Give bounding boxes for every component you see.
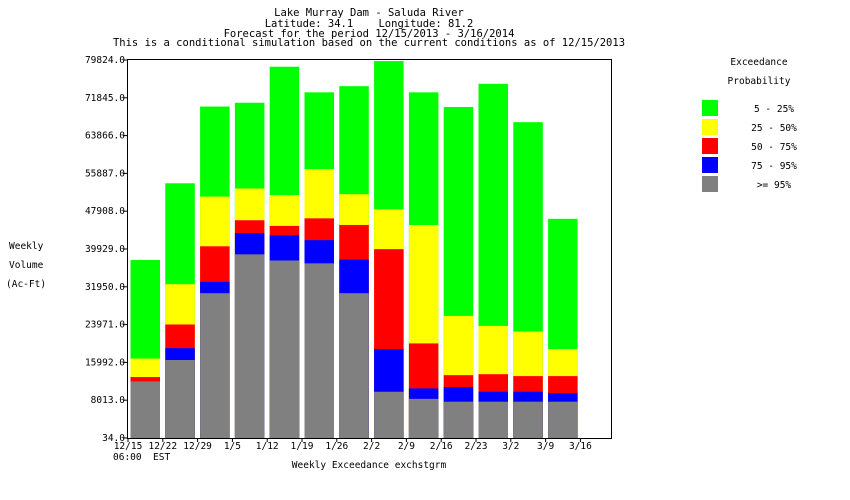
- bar-2-23-gt95: [478, 401, 508, 438]
- x-tick-label: 1/5: [224, 441, 241, 452]
- y-tick-label: 15992.0: [85, 357, 125, 368]
- x-axis-sub-label: 06:00 EST: [113, 452, 170, 463]
- y-tick-label: 8013.0: [91, 395, 126, 406]
- y-axis-label-line-1: Weekly: [9, 241, 44, 252]
- bar-12-22-gt95: [165, 359, 195, 438]
- chart-title-line-4: This is a conditional simulation based o…: [113, 37, 625, 49]
- bar-3-2-gt95: [513, 401, 543, 438]
- x-tick-label: 2/9: [398, 441, 415, 452]
- y-axis-label-line-3: (Ac-Ft): [6, 279, 46, 290]
- x-tick-label: 1/26: [325, 441, 348, 452]
- bar-series: [130, 61, 578, 439]
- y-tick-label: 55887.0: [85, 168, 125, 179]
- y-axis-label: Weekly Volume (Ac-Ft): [6, 241, 46, 290]
- legend-label: 5 - 25%: [754, 104, 794, 115]
- chart-title-line-2: Latitude: 34.1 Longitude: 81.2: [265, 18, 474, 30]
- legend-title-line-1: Exceedance: [730, 57, 787, 68]
- bar-12-29-gt95: [200, 293, 230, 438]
- x-tick-label: 1/12: [256, 441, 279, 452]
- bar-1-5-gt95: [234, 254, 265, 438]
- bar-2-9-gt95: [408, 398, 439, 438]
- y-axis-ticks: 79824.0 71845.0 63866.0 55887.0 47908.0 39929…: [85, 55, 128, 444]
- y-tick-label: 31950.0: [85, 282, 125, 293]
- bar-2-2-gt95: [374, 391, 404, 438]
- bar-1-26-gt95: [339, 293, 369, 438]
- legend-label: 75 - 95%: [751, 161, 797, 172]
- x-tick-label: 1/19: [291, 441, 314, 452]
- legend-swatch: [702, 157, 718, 173]
- y-tick-label: 71845.0: [85, 93, 125, 104]
- x-tick-label: 12/29: [183, 441, 212, 452]
- legend-label: >= 95%: [757, 180, 792, 191]
- x-tick-label: 3/16: [569, 441, 592, 452]
- legend-swatch: [702, 176, 718, 192]
- bar-2-16-gt95: [443, 401, 474, 438]
- y-tick-label: 34.0: [102, 433, 125, 444]
- y-tick-label: 39929.0: [85, 244, 125, 255]
- y-tick-label: 23971.0: [85, 320, 125, 331]
- x-tick-label: 3/9: [537, 441, 554, 452]
- legend-swatch: [702, 138, 718, 154]
- bar-1-12-gt95: [269, 260, 300, 438]
- chart-title-line-3: Forecast for the period 12/15/2013 - 3/1…: [224, 28, 515, 40]
- y-tick-label: 47908.0: [85, 206, 125, 217]
- bar-1-19-gt95: [304, 263, 334, 438]
- x-tick-label: 3/2: [502, 441, 519, 452]
- x-tick-label: 2/16: [430, 441, 453, 452]
- x-tick-label: 12/15: [114, 441, 143, 452]
- y-tick-label: 79824.0: [85, 55, 125, 66]
- y-axis-label-line-2: Volume: [9, 260, 44, 271]
- y-tick-label: 63866.0: [85, 131, 125, 142]
- x-tick-label: 2/2: [363, 441, 380, 452]
- chart-title-line-1: Lake Murray Dam - Saluda River: [274, 7, 464, 19]
- legend: Exceedance Probability 5 - 25% 25 - 50% 50…: [702, 57, 797, 192]
- x-axis-label: Weekly Exceedance exchstgrm: [292, 460, 447, 471]
- legend-swatch: [702, 119, 718, 135]
- x-tick-label: 2/23: [465, 441, 488, 452]
- legend-title-line-2: Probability: [728, 76, 791, 87]
- legend-label: 50 - 75%: [751, 142, 797, 153]
- bar-3-9-gt95: [548, 401, 578, 438]
- chart-title-block: Lake Murray Dam - Saluda River Latitude:…: [113, 7, 625, 49]
- legend-swatch: [702, 100, 718, 116]
- x-tick-label: 12/22: [148, 441, 177, 452]
- x-axis-ticks: 12/15 12/22 12/29 1/5 1/12 1/19 1/26 2/2 2/9 2/16…: [114, 438, 592, 452]
- bar-12-15-gt95: [130, 381, 160, 438]
- plot-frame: [127, 59, 612, 439]
- legend-label: 25 - 50%: [751, 123, 797, 134]
